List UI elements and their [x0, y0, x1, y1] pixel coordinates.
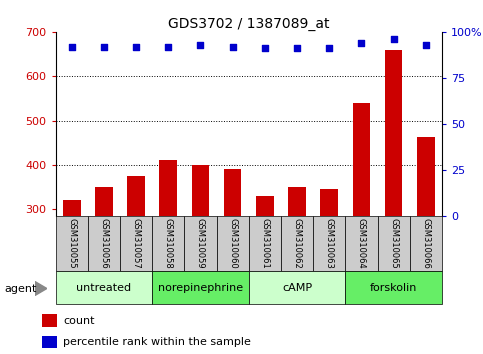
Bar	[185, 216, 216, 271]
Text: GSM310055: GSM310055	[67, 218, 76, 269]
Point	[197, 42, 204, 47]
Point	[68, 44, 75, 50]
Text: GSM310066: GSM310066	[421, 218, 430, 269]
Text: percentile rank within the sample: percentile rank within the sample	[63, 337, 251, 347]
Bar	[152, 216, 185, 271]
Text: GSM310064: GSM310064	[357, 218, 366, 269]
Point	[293, 46, 301, 51]
Point	[357, 40, 365, 46]
Bar	[345, 216, 378, 271]
Text: GSM310058: GSM310058	[164, 218, 173, 269]
Bar	[120, 216, 152, 271]
Text: forskolin: forskolin	[370, 282, 417, 293]
Bar	[281, 216, 313, 271]
Bar	[249, 271, 345, 304]
Bar	[42, 336, 57, 348]
Bar	[56, 271, 152, 304]
Text: cAMP: cAMP	[282, 282, 312, 293]
Bar	[249, 216, 281, 271]
Text: GSM310057: GSM310057	[131, 218, 141, 269]
Point	[132, 44, 140, 50]
Point	[261, 46, 269, 51]
Bar	[224, 169, 242, 216]
Bar	[378, 216, 410, 271]
Bar	[192, 165, 209, 216]
Text: norepinephrine: norepinephrine	[158, 282, 243, 293]
Bar	[159, 160, 177, 216]
Point	[390, 36, 398, 42]
Bar	[320, 189, 338, 216]
Point	[229, 44, 237, 50]
Polygon shape	[35, 281, 47, 296]
Text: GSM310056: GSM310056	[99, 218, 108, 269]
Text: count: count	[63, 316, 95, 326]
Bar	[127, 176, 145, 216]
Text: GSM310061: GSM310061	[260, 218, 270, 269]
Bar	[410, 216, 442, 271]
Text: agent: agent	[5, 284, 37, 293]
Bar	[288, 187, 306, 216]
Text: GSM310063: GSM310063	[325, 218, 334, 269]
Text: GSM310065: GSM310065	[389, 218, 398, 269]
Text: GSM310062: GSM310062	[293, 218, 301, 269]
Point	[164, 44, 172, 50]
Bar	[216, 216, 249, 271]
Bar	[256, 196, 274, 216]
Bar	[56, 216, 88, 271]
Title: GDS3702 / 1387089_at: GDS3702 / 1387089_at	[168, 17, 329, 31]
Bar	[88, 216, 120, 271]
Text: GSM310059: GSM310059	[196, 218, 205, 269]
Point	[326, 46, 333, 51]
Point	[422, 42, 430, 47]
Bar	[313, 216, 345, 271]
Bar	[385, 50, 402, 216]
Bar	[353, 103, 370, 216]
Bar	[417, 137, 435, 216]
Bar	[63, 200, 81, 216]
Bar	[95, 187, 113, 216]
Text: untreated: untreated	[76, 282, 131, 293]
Bar	[345, 271, 442, 304]
Bar	[42, 314, 57, 327]
Bar	[152, 271, 249, 304]
Text: GSM310060: GSM310060	[228, 218, 237, 269]
Point	[100, 44, 108, 50]
